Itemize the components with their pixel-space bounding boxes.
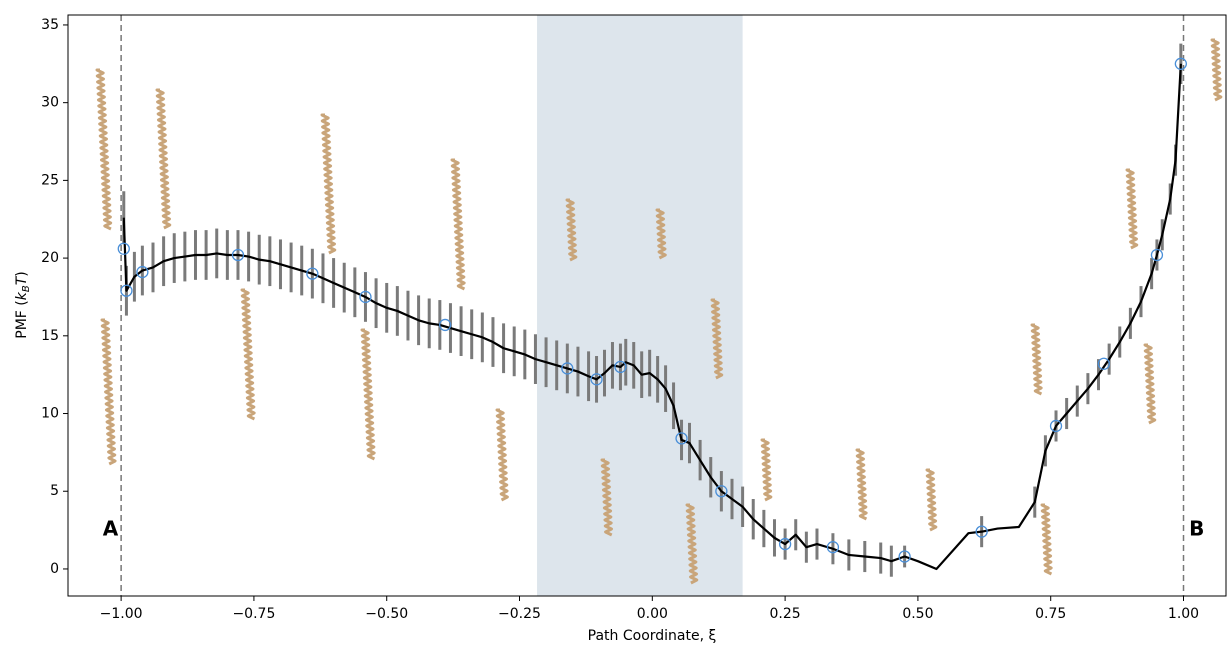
x-tick-label: −0.75 [232, 606, 275, 622]
x-tick-label: 0.50 [902, 606, 933, 622]
annotation: A [103, 517, 119, 541]
marker [590, 373, 603, 386]
marker [1174, 57, 1187, 70]
annotation: B [1189, 517, 1204, 541]
marker [438, 318, 452, 332]
marker [306, 267, 319, 280]
marker [1097, 357, 1110, 370]
structure-illustration [1040, 503, 1053, 576]
marker [898, 550, 911, 563]
marker [136, 265, 149, 279]
marker [715, 485, 728, 498]
structure-illustration [155, 88, 172, 230]
structure-illustration [95, 68, 113, 231]
y-label-part: PMF ( [14, 300, 30, 339]
structure-illustration [1030, 323, 1043, 396]
y-tick-label: 0 [50, 561, 59, 577]
structure-illustration [925, 468, 938, 532]
y-label-part: B [21, 285, 32, 292]
structure-illustration [655, 208, 667, 260]
marker [1049, 419, 1063, 433]
marker [231, 248, 245, 262]
x-axis-label: Path Coordinate, ξ [588, 628, 717, 644]
marker [359, 290, 372, 304]
x-tick-label: 1.00 [1168, 606, 1199, 622]
structure-illustration [855, 448, 868, 521]
plot-frame [67, 14, 1227, 597]
y-tick-label: 15 [41, 328, 59, 344]
structure-illustration [1210, 38, 1223, 102]
marker [561, 362, 574, 375]
structure-illustration [360, 328, 376, 461]
shaded-region [537, 15, 743, 596]
x-tick-label: −0.50 [365, 606, 408, 622]
y-label-part: ) [14, 271, 30, 276]
marker [975, 525, 988, 538]
y-tick-label: 35 [41, 17, 59, 33]
structure-illustration [240, 288, 256, 421]
marker [675, 432, 688, 445]
marker [120, 284, 133, 297]
y-label-part: k [14, 291, 30, 300]
structure-illustration [1143, 343, 1157, 425]
x-tick-label: −0.25 [498, 606, 541, 622]
structure-illustration [450, 158, 466, 291]
y-tick-label: 5 [50, 483, 59, 499]
y-tick-label: 25 [41, 172, 59, 188]
y-label-part: T [14, 275, 30, 285]
marker [614, 360, 627, 374]
marker [1150, 248, 1164, 262]
x-tick-label: 0.25 [770, 606, 801, 622]
y-tick-label: 30 [41, 95, 59, 111]
x-tick-label: −1.00 [100, 606, 143, 622]
marker [826, 541, 840, 554]
y-axis-label: PMF (kBT) [14, 271, 32, 339]
marker [117, 242, 130, 255]
structure-illustration [1125, 168, 1139, 250]
structure-illustration [100, 318, 117, 466]
structure-illustration [710, 298, 724, 380]
structure-illustration [565, 198, 578, 262]
pmf-line [122, 63, 1182, 571]
x-tick-label: 0.75 [1035, 606, 1066, 622]
structure-illustration [600, 458, 613, 537]
structure-illustration [320, 113, 337, 255]
y-tick-label: 10 [41, 406, 59, 422]
structure-illustration [760, 438, 773, 502]
y-tick-label: 20 [41, 250, 59, 266]
x-tick-label: 0.00 [637, 606, 668, 622]
structure-illustration [685, 503, 699, 585]
structure-illustration [495, 408, 509, 502]
marker [778, 537, 792, 551]
